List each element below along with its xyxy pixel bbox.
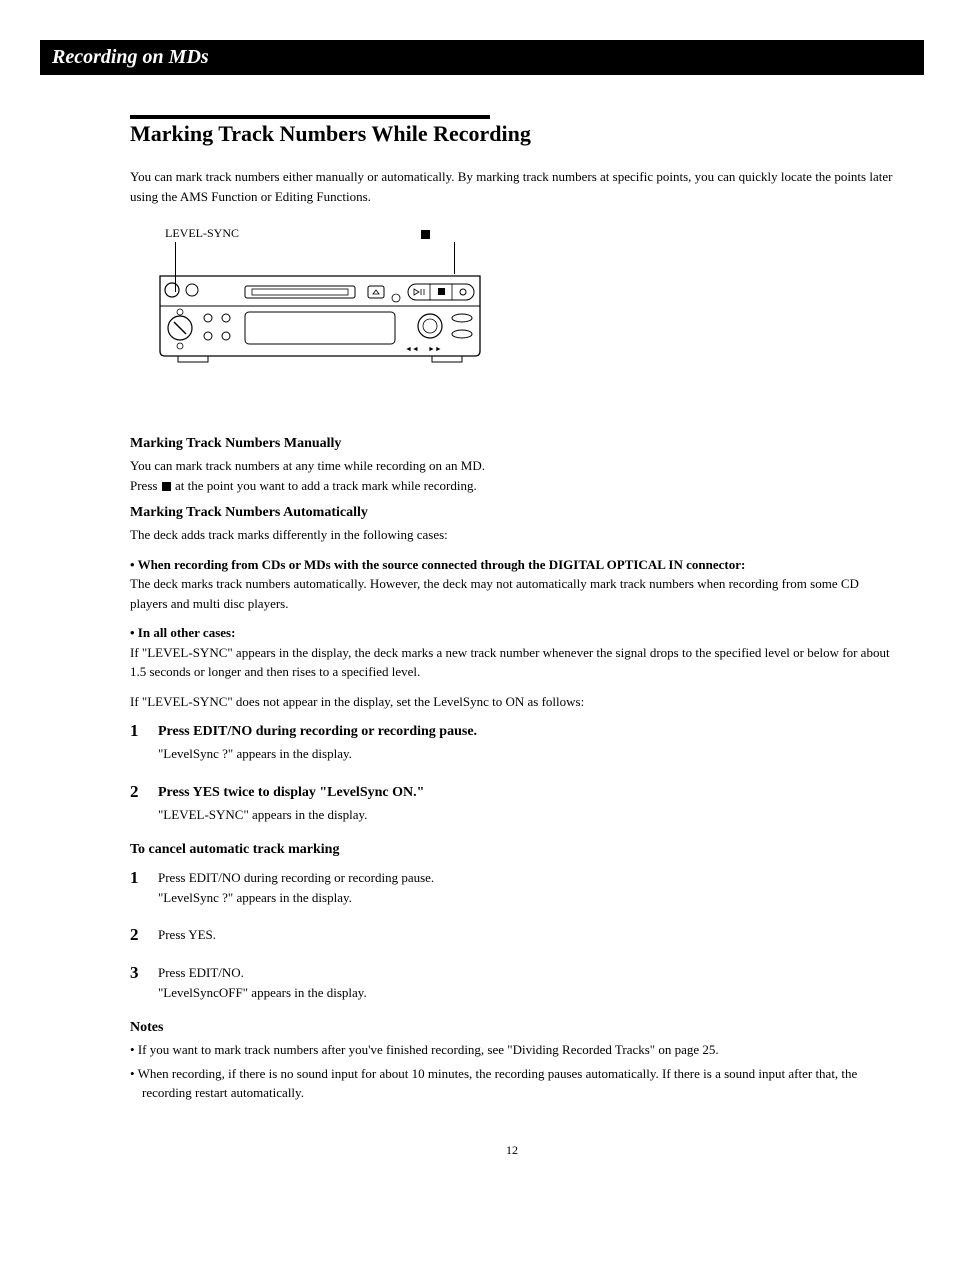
intro-paragraph: You can mark track numbers either manual… [130, 167, 894, 206]
auto-heading: Marking Track Numbers Automatically [130, 505, 894, 521]
section-title: Marking Track Numbers While Recording [130, 121, 894, 147]
step-main: Press EDIT/NO during recording or record… [158, 721, 477, 742]
auto-bullet2-strong: • In all other cases: [130, 625, 235, 640]
note-item: If you want to mark track numbers after … [130, 1040, 894, 1060]
step-text: Press EDIT/NO during recording or record… [158, 870, 434, 905]
manual-heading: Marking Track Numbers Manually [130, 436, 894, 452]
step-body: Press EDIT/NO during recording or record… [158, 721, 477, 764]
auto-bullet1-strong: • When recording from CDs or MDs with th… [130, 557, 745, 572]
figure-label-stop [420, 226, 431, 241]
cancel-steps: 1 Press EDIT/NO during recording or reco… [130, 868, 894, 1002]
step-number: 2 [130, 782, 158, 825]
page-number: 12 [130, 1143, 894, 1158]
manual-text-after: at the point you want to add a track mar… [172, 478, 477, 493]
step-body: Press EDIT/NO."LevelSyncOFF" appears in … [158, 963, 367, 1002]
header-bar: Recording on MDs [40, 40, 924, 75]
svg-text:►►: ►► [428, 345, 442, 353]
step-text: Press YES. [158, 927, 216, 942]
step-sub: "LEVEL-SYNC" appears in the display. [158, 805, 424, 825]
step-body: Press YES twice to display "LevelSync ON… [158, 782, 424, 825]
section-title-rule [130, 115, 490, 119]
step-number: 1 [130, 721, 158, 764]
stop-icon [421, 230, 430, 239]
note-item: When recording, if there is no sound inp… [130, 1064, 894, 1103]
noappear-intro: If "LEVEL-SYNC" does not appear in the d… [130, 692, 894, 712]
stop-icon [162, 482, 171, 491]
figure-label-levelsync: LEVEL-SYNC [165, 226, 239, 241]
step-number: 1 [130, 868, 158, 907]
step-row: 1 Press EDIT/NO during recording or reco… [130, 868, 894, 907]
step-row: 1 Press EDIT/NO during recording or reco… [130, 721, 894, 764]
manual-body: You can mark track numbers at any time w… [130, 456, 894, 495]
step-number: 3 [130, 963, 158, 1002]
step-row: 2 Press YES. [130, 925, 894, 945]
header-text: Recording on MDs [52, 46, 209, 68]
auto-bullet-2: • In all other cases: If "LEVEL-SYNC" ap… [130, 623, 894, 682]
notes-title: Notes [130, 1020, 894, 1036]
levelsync-on-steps: 1 Press EDIT/NO during recording or reco… [130, 721, 894, 824]
step-sub: "LevelSync ?" appears in the display. [158, 744, 477, 764]
step-number: 2 [130, 925, 158, 945]
step-body: Press EDIT/NO during recording or record… [158, 868, 434, 907]
svg-text:◄◄: ◄◄ [405, 345, 419, 353]
step-row: 3 Press EDIT/NO."LevelSyncOFF" appears i… [130, 963, 894, 1002]
device-figure: LEVEL-SYNC [140, 226, 500, 406]
auto-intro: The deck adds track marks differently in… [130, 525, 894, 545]
cancel-heading: To cancel automatic track marking [130, 842, 894, 858]
auto-bullet2-body: If "LEVEL-SYNC" appears in the display, … [130, 645, 890, 680]
auto-bullet-1: • When recording from CDs or MDs with th… [130, 555, 894, 614]
device-diagram: ◄◄ ►► [150, 256, 490, 386]
step-text: Press EDIT/NO."LevelSyncOFF" appears in … [158, 965, 367, 1000]
step-row: 2 Press YES twice to display "LevelSync … [130, 782, 894, 825]
auto-bullet1-body: The deck marks track numbers automatical… [130, 576, 859, 611]
notes-list: If you want to mark track numbers after … [130, 1040, 894, 1103]
step-main: Press YES twice to display "LevelSync ON… [158, 782, 424, 803]
step-body: Press YES. [158, 925, 216, 945]
